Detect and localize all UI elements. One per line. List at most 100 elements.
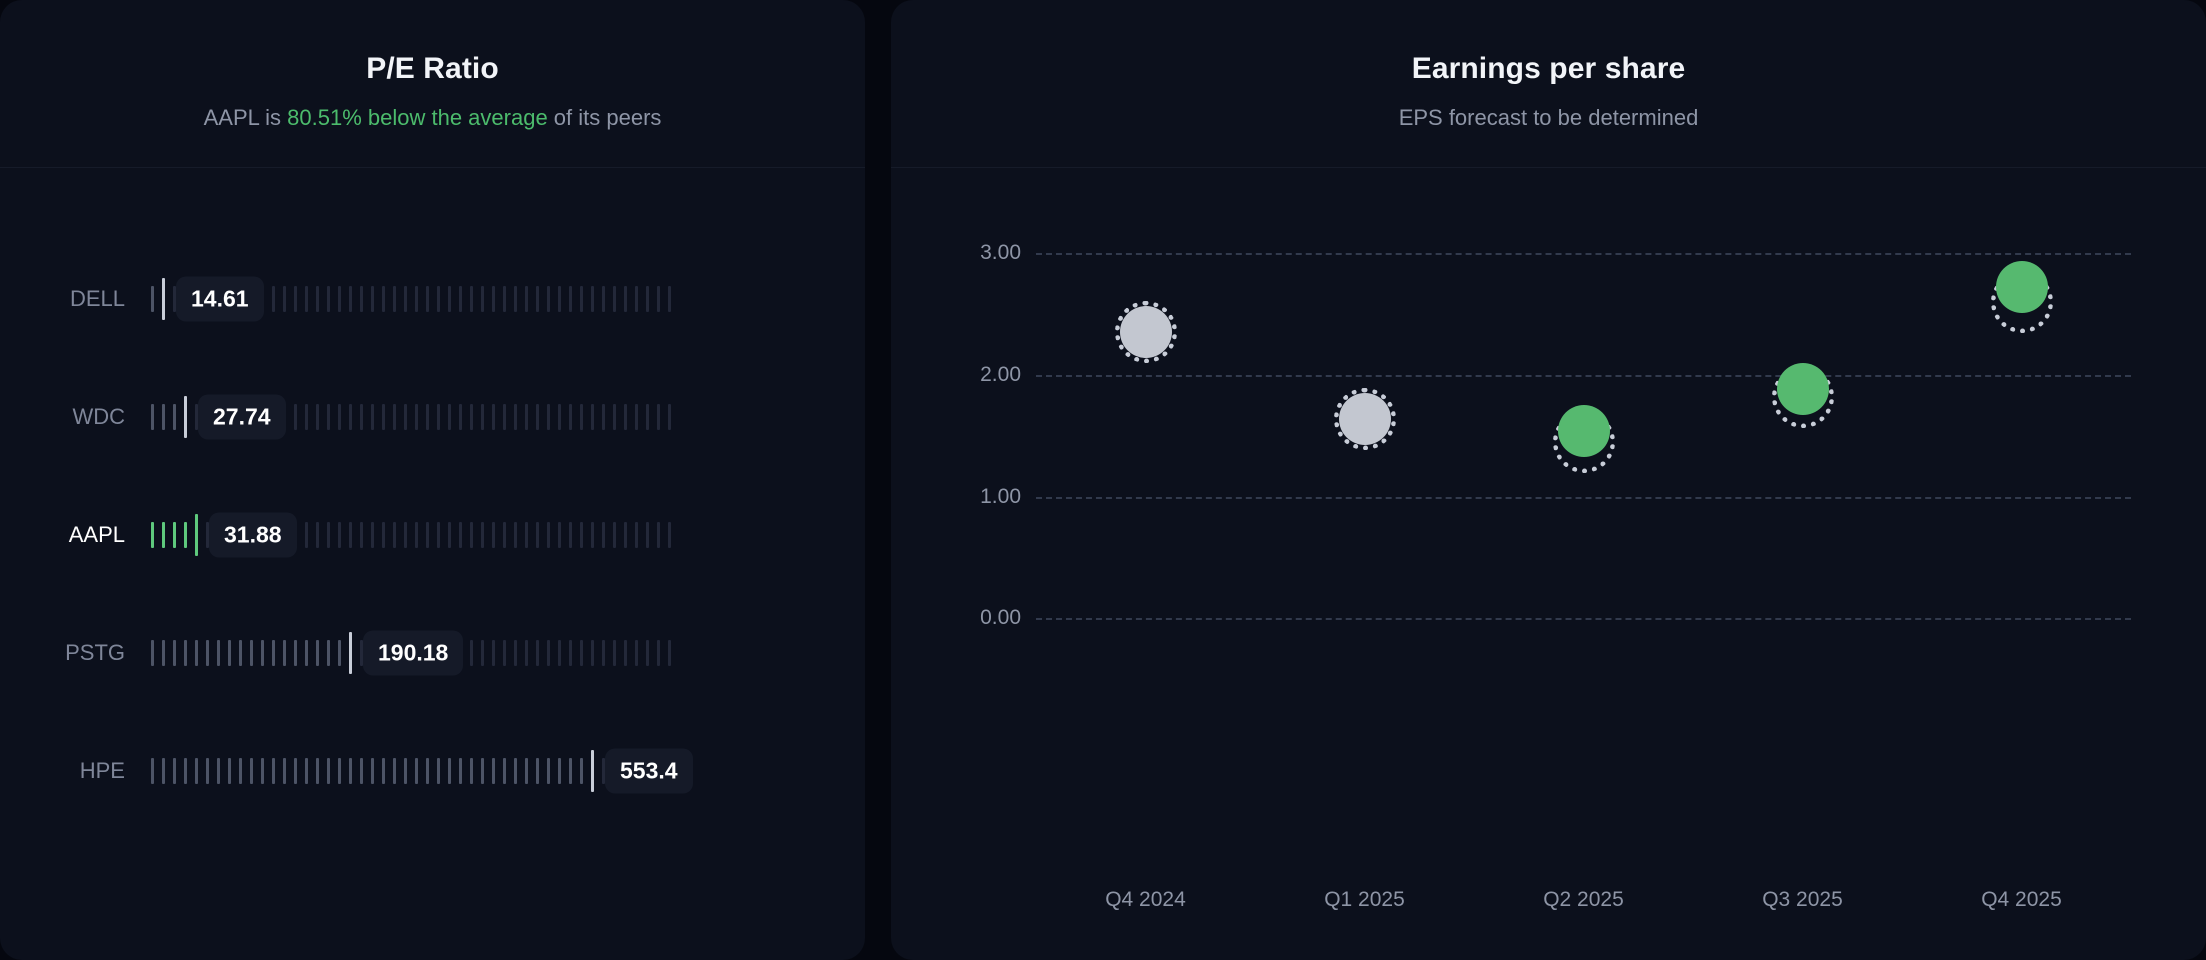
pe-tick-scale [151, 269, 865, 329]
pe-tick [470, 640, 473, 667]
pe-tick [393, 522, 396, 549]
pe-tick [492, 522, 495, 549]
eps-estimate-ring-icon [1114, 300, 1177, 363]
eps-x-axis-label: Q4 2024 [1105, 888, 1186, 911]
pe-row[interactable]: AAPL 31.88 [0, 476, 865, 594]
pe-tick-scale [151, 741, 865, 801]
pe-tick [426, 758, 429, 785]
pe-tick [195, 640, 198, 667]
pe-tick [426, 286, 429, 313]
pe-tick [668, 522, 671, 549]
pe-subtitle-suffix: of its peers [547, 105, 662, 130]
pe-tick [525, 404, 528, 431]
eps-x-axis-label: Q2 2025 [1543, 888, 1624, 911]
pe-tick [184, 640, 187, 667]
pe-tick [250, 640, 253, 667]
pe-tick [327, 758, 330, 785]
pe-tick-scale [151, 387, 865, 447]
pe-tick [415, 404, 418, 431]
pe-ratio-panel: P/E Ratio AAPL is 80.51% below the avera… [0, 0, 865, 960]
pe-tick [272, 286, 275, 313]
pe-tick [448, 522, 451, 549]
pe-tick [503, 404, 506, 431]
pe-tick [668, 286, 671, 313]
pe-tick [206, 758, 209, 785]
pe-tick [415, 286, 418, 313]
pe-tick [294, 758, 297, 785]
pe-tick [602, 758, 605, 785]
pe-tick [327, 286, 330, 313]
pe-value-chip: 14.61 [176, 276, 264, 322]
pe-tick [580, 522, 583, 549]
pe-tick [338, 758, 341, 785]
pe-rows-list: DELL 14.61 WDC 27.74 AAPL 31.88 PSTG 190.18 HPE 5… [0, 168, 865, 960]
pe-tick [470, 758, 473, 785]
pe-tick [360, 640, 363, 667]
pe-tick [569, 404, 572, 431]
eps-gridline [1036, 496, 2131, 499]
pe-tick [624, 286, 627, 313]
pe-row-track: 553.4 [151, 741, 865, 801]
pe-panel-title: P/E Ratio [366, 52, 499, 85]
pe-tick [448, 404, 451, 431]
pe-tick [327, 404, 330, 431]
pe-tick [580, 758, 583, 785]
pe-value-marker-tick [591, 750, 594, 793]
pe-tick [151, 404, 154, 431]
pe-tick [624, 522, 627, 549]
pe-tick [514, 522, 517, 549]
pe-tick-scale [151, 505, 865, 565]
pe-row[interactable]: DELL 14.61 [0, 240, 865, 358]
pe-panel-subtitle: AAPL is 80.51% below the average of its … [0, 105, 865, 131]
pe-tick [393, 286, 396, 313]
pe-tick [294, 286, 297, 313]
pe-tick [635, 522, 638, 549]
pe-tick [492, 640, 495, 667]
pe-tick [602, 286, 605, 313]
pe-tick [525, 286, 528, 313]
pe-row[interactable]: PSTG 190.18 [0, 594, 865, 712]
pe-tick [327, 640, 330, 667]
pe-tick [404, 286, 407, 313]
pe-tick [624, 404, 627, 431]
pe-tick [668, 404, 671, 431]
pe-row-ticker: WDC [72, 404, 125, 430]
eps-estimate-ring-icon [1333, 387, 1396, 450]
pe-tick [382, 286, 385, 313]
eps-gridline [1036, 252, 2131, 255]
pe-tick [151, 640, 154, 667]
pe-tick [206, 640, 209, 667]
pe-tick [503, 758, 506, 785]
pe-tick [305, 522, 308, 549]
pe-tick [426, 404, 429, 431]
pe-tick [272, 640, 275, 667]
pe-tick [481, 758, 484, 785]
eps-scatter-plot: 3.00 2.00 1.00 0.00 Q4 2024 Q1 2025 Q2 2025 Q3 … [891, 168, 2206, 960]
pe-tick [613, 286, 616, 313]
pe-tick [437, 758, 440, 785]
eps-y-axis-label: 2.00 [980, 362, 1021, 386]
eps-value-bubble [1557, 404, 1610, 457]
pe-tick [393, 404, 396, 431]
pe-value-chip: 31.88 [209, 512, 297, 558]
pe-tick [503, 522, 506, 549]
pe-tick [382, 758, 385, 785]
pe-tick [404, 522, 407, 549]
pe-tick [338, 404, 341, 431]
pe-tick [547, 640, 550, 667]
pe-tick [635, 286, 638, 313]
pe-tick [316, 758, 319, 785]
eps-panel-header: Earnings per share EPS forecast to be de… [891, 0, 2206, 169]
pe-tick [316, 640, 319, 667]
pe-tick [657, 640, 660, 667]
pe-row-track: 31.88 [151, 505, 865, 565]
pe-tick [613, 640, 616, 667]
pe-row[interactable]: HPE 553.4 [0, 712, 865, 830]
pe-tick [228, 758, 231, 785]
pe-tick [503, 286, 506, 313]
pe-tick [646, 286, 649, 313]
pe-tick [657, 404, 660, 431]
pe-tick [657, 286, 660, 313]
pe-row[interactable]: WDC 27.74 [0, 358, 865, 476]
pe-tick [228, 640, 231, 667]
